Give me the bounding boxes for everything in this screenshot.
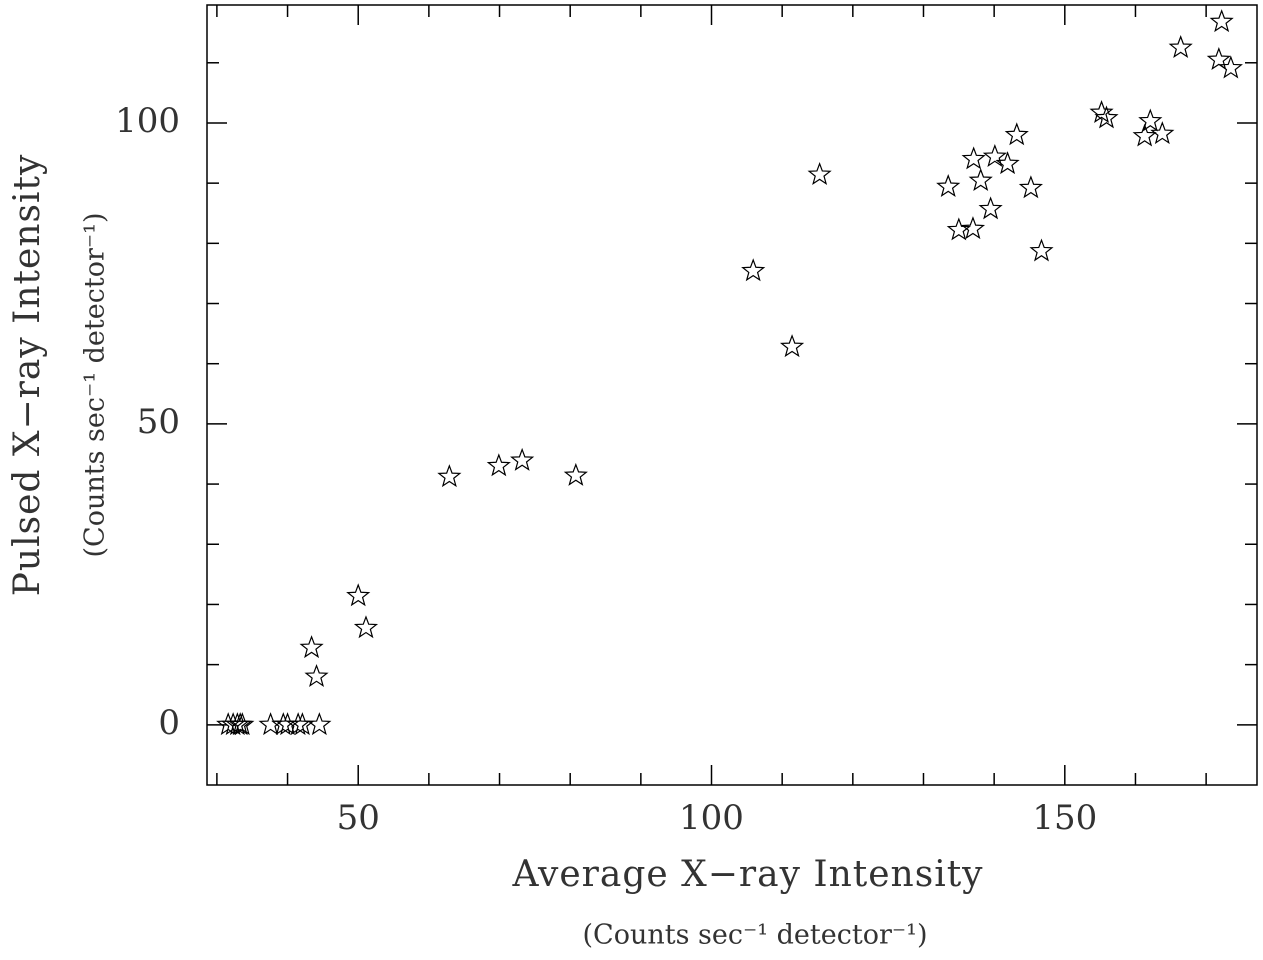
- point: [353, 615, 379, 639]
- point: [982, 143, 1007, 167]
- y-tick-label: 50: [137, 402, 180, 442]
- y-tick-label: 100: [115, 101, 180, 141]
- x-axis-label: Average X−ray Intensity: [511, 854, 983, 895]
- point: [299, 635, 324, 659]
- x-axis-sublabel: (Counts sec⁻¹ detector⁻¹): [583, 920, 928, 951]
- point: [1168, 35, 1193, 59]
- y-axis-label: Pulsed X−ray Intensity: [7, 154, 48, 597]
- point: [1018, 175, 1043, 199]
- point: [1004, 122, 1029, 146]
- point: [936, 174, 961, 198]
- point: [1209, 9, 1234, 33]
- point: [1206, 47, 1231, 71]
- point: [1150, 121, 1175, 145]
- point: [510, 447, 535, 471]
- point: [486, 453, 511, 477]
- point: [995, 151, 1020, 175]
- point: [741, 258, 766, 282]
- point: [1138, 108, 1163, 132]
- point: [437, 464, 462, 488]
- x-tick-label: 50: [337, 798, 380, 838]
- point: [1218, 55, 1243, 79]
- point: [1132, 123, 1157, 147]
- point: [290, 712, 315, 736]
- point: [286, 712, 311, 736]
- point: [304, 663, 329, 687]
- point: [960, 216, 986, 240]
- point: [779, 334, 805, 358]
- point: [1094, 105, 1119, 129]
- point: [1029, 238, 1054, 262]
- point: [307, 712, 332, 736]
- point: [968, 168, 993, 192]
- y-tick-label: 0: [158, 703, 180, 743]
- point: [961, 146, 986, 170]
- point: [230, 712, 255, 736]
- point: [346, 583, 371, 607]
- point: [563, 462, 588, 486]
- point: [978, 196, 1003, 220]
- y-axis-sublabel: (Counts sec⁻¹ detector⁻¹): [80, 213, 111, 558]
- point: [1089, 100, 1114, 124]
- x-tick-label: 150: [1032, 798, 1097, 838]
- plot-frame: [206, 4, 1258, 786]
- point: [807, 162, 832, 186]
- point: [946, 217, 971, 241]
- x-tick-label: 100: [679, 798, 744, 838]
